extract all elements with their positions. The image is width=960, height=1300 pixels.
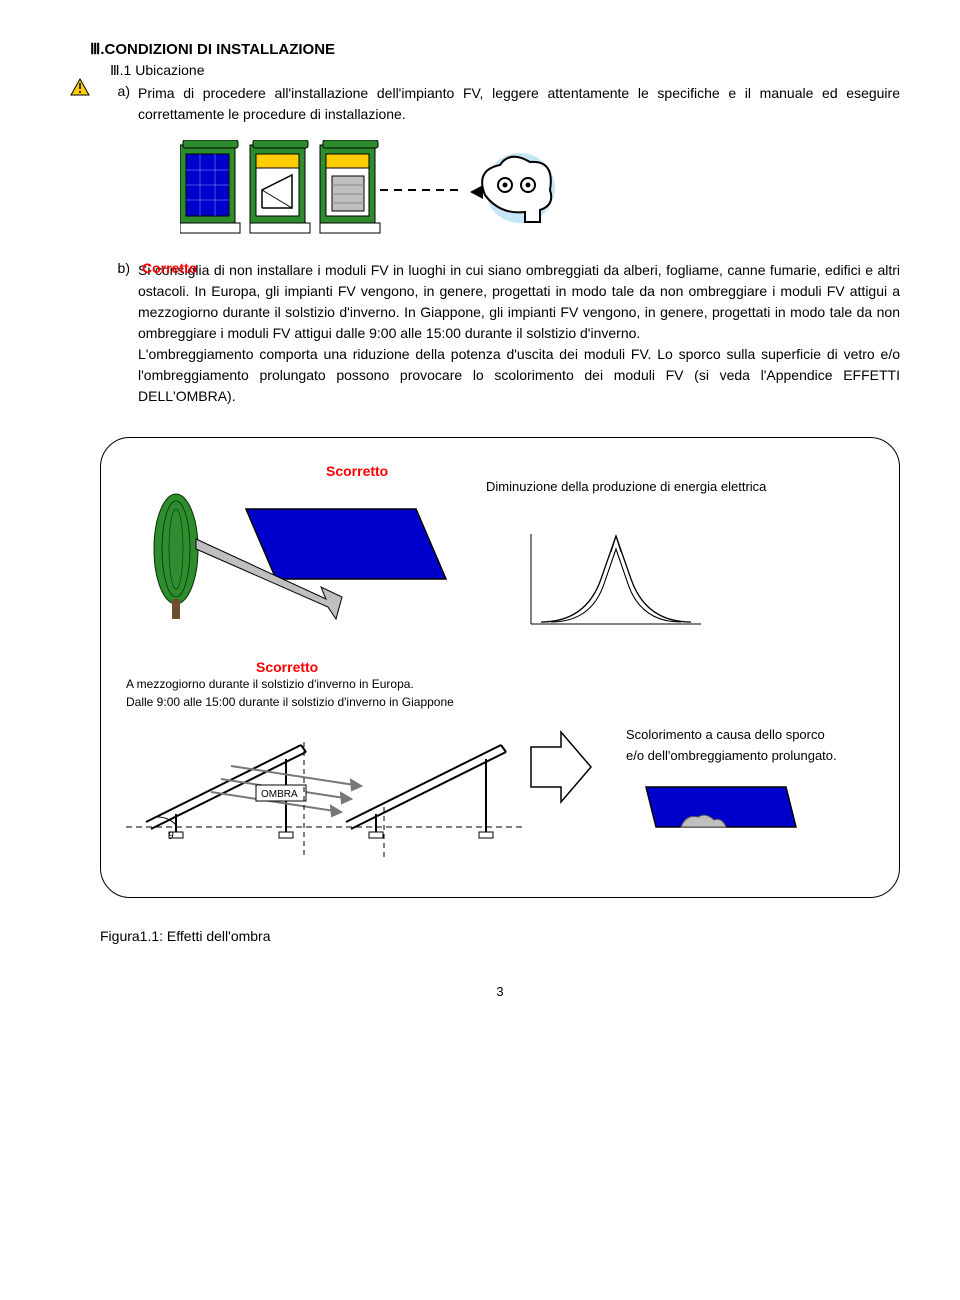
noon-europe-caption: A mezzogiorno durante il solstizio d'inv…	[126, 675, 874, 693]
ombra-racks-diagram: θ OMBRA	[126, 717, 526, 867]
svg-text:θ: θ	[168, 831, 174, 842]
item-a-text: Prima di procedere all'installazione del…	[138, 83, 900, 125]
figure-caption: Figura1.1: Effetti dell'ombra	[100, 928, 900, 944]
item-a-bullet: a)	[100, 83, 138, 99]
dirty-panel-diagram	[626, 772, 806, 852]
caption-energy-reduction: Diminuzione della produzione di energia …	[486, 479, 874, 494]
scorretto-label-2: Scorretto	[256, 659, 318, 675]
svg-text:OMBRA: OMBRA	[261, 789, 298, 800]
scorretto-label-1: Scorretto	[326, 463, 388, 479]
main-heading: Ⅲ.CONDIZIONI DI INSTALLAZIONE	[90, 40, 900, 58]
item-b-text: Si consiglia di non installare i moduli …	[138, 260, 900, 407]
tree-panel-diagram	[126, 479, 466, 629]
discoloration-line1: Scolorimento a causa dello sporco	[626, 725, 837, 746]
bell-curve-diagram	[516, 524, 716, 644]
sub-heading: Ⅲ.1 Ubicazione	[110, 62, 900, 79]
books-diagram	[180, 140, 900, 240]
info-box: Scorretto Diminuzione della produzione d…	[100, 437, 900, 898]
page-number: 3	[100, 984, 900, 999]
corretto-label: Corretto	[142, 260, 197, 276]
item-b-bullet: b)	[100, 260, 138, 276]
section-b: Corretto b) Si consiglia di non installa…	[100, 260, 900, 407]
big-arrow-icon	[526, 717, 596, 837]
discoloration-line2: e/o dell'ombreggiamento prolungato.	[626, 746, 837, 767]
warning-icon	[70, 78, 90, 99]
japan-times-caption: Dalle 9:00 alle 15:00 durante il solstiz…	[126, 693, 874, 711]
item-a-row: a) Prima di procedere all'installazione …	[100, 83, 900, 125]
